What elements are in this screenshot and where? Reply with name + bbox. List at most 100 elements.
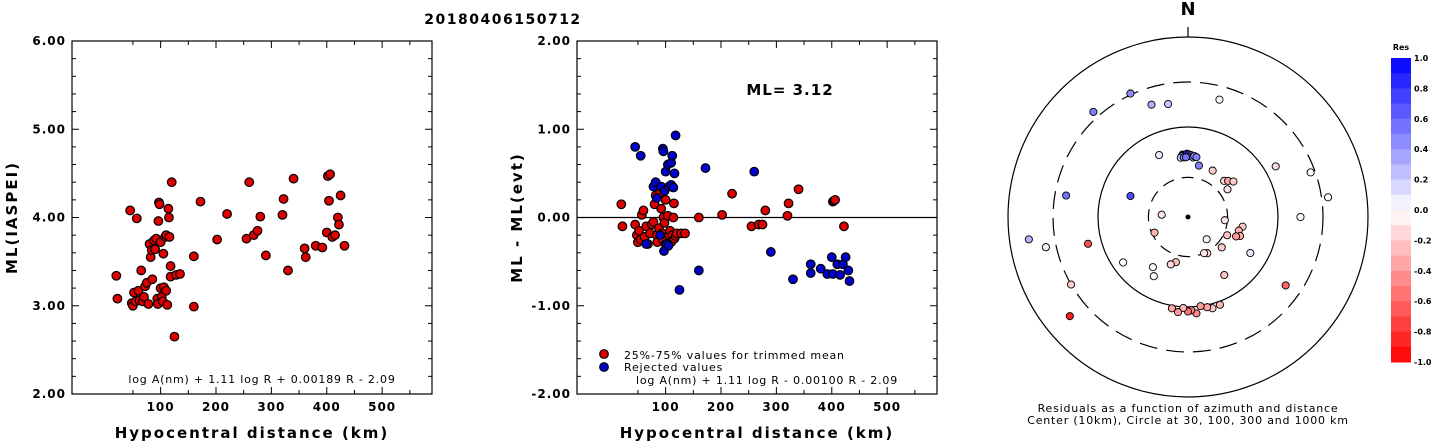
formula-text: log A(nm) + 1.11 log R + 0.00189 R - 2.0… — [128, 373, 395, 386]
colorbar-cell — [1391, 331, 1411, 348]
azimuth-residual-polar-plot: N Residuals as a function of azimuth and … — [1007, 0, 1432, 427]
x-tick-label: 400 — [313, 400, 341, 414]
x-tick-label: 200 — [202, 400, 230, 414]
residual-point — [1126, 192, 1135, 201]
data-point — [154, 199, 165, 210]
rejected-point — [635, 150, 646, 161]
colorbar-cell — [1391, 301, 1411, 317]
colorbar-cell — [1391, 240, 1411, 257]
magnitude-vs-distance-plot: 100 200 300 400 500 2.00 3.00 4.00 5.00 6.00 Hypoc… — [3, 34, 433, 441]
data-point — [278, 194, 289, 204]
rejected-point — [805, 268, 816, 278]
residual-point — [1194, 161, 1203, 170]
residual-point — [1324, 193, 1333, 202]
data-point — [244, 177, 255, 188]
data-point — [260, 250, 271, 261]
legend-label-trimmed: 25%-75% values for trimmed mean — [624, 349, 845, 362]
x-tick-label: 300 — [762, 400, 790, 414]
residual-point — [1062, 191, 1071, 200]
data-point — [324, 195, 334, 206]
data-point — [163, 203, 174, 214]
data-point — [325, 169, 335, 180]
data-point — [300, 252, 311, 263]
data-point — [147, 274, 158, 285]
colorbar-tick-label: 0.4 — [1414, 145, 1429, 154]
data-point — [143, 299, 154, 309]
residual-point — [1200, 249, 1209, 258]
residual-point — [1246, 248, 1255, 258]
data-point — [162, 299, 173, 310]
rejected-point — [844, 276, 855, 286]
rejected-point — [840, 252, 851, 263]
colorbar-tick-label: 0.2 — [1414, 176, 1428, 185]
trimmed-point — [830, 194, 840, 205]
colorbar-tick-label: 0.6 — [1414, 115, 1429, 124]
y-tick-label: 2.00 — [32, 387, 66, 401]
data-point — [255, 211, 266, 222]
colorbar-cell — [1391, 270, 1411, 287]
colorbar-cell — [1391, 134, 1411, 150]
colorbar-tick-label: 1.0 — [1414, 54, 1429, 63]
data-point — [164, 212, 174, 223]
rejected-point — [651, 193, 662, 203]
colorbar-cell — [1391, 225, 1411, 241]
legend-marker-trimmed — [599, 349, 609, 359]
data-point — [277, 209, 288, 220]
residual-point — [1148, 263, 1157, 272]
residual-point — [1232, 232, 1241, 241]
rejected-point — [693, 265, 704, 276]
residual-point — [1147, 100, 1156, 109]
residual-point — [1179, 303, 1188, 313]
data-point — [195, 196, 206, 207]
colorbar-cell — [1391, 58, 1411, 74]
residual-point — [1089, 107, 1098, 116]
data-point — [161, 285, 172, 296]
colorbar-cell — [1391, 73, 1411, 89]
trimmed-point — [717, 209, 728, 220]
rejected-point — [663, 240, 674, 251]
colorbar-tick-label: -0.8 — [1414, 328, 1432, 337]
rejected-point — [700, 163, 711, 173]
rejected-point — [815, 263, 826, 274]
data-point — [111, 270, 122, 281]
residual-vs-distance-plot: 100 200 300 400 500 -2.00 -1.00 0.00 1.00 2.00 Hyp… — [508, 34, 938, 441]
trimmed-point — [760, 205, 771, 216]
legend-marker-rejected — [599, 362, 609, 372]
data-point — [112, 293, 123, 304]
residual-point — [1271, 162, 1280, 171]
x-tick-label: 300 — [257, 400, 285, 414]
x-tick-label: 400 — [818, 400, 846, 414]
ring-300km — [1052, 81, 1324, 353]
data-point — [175, 269, 185, 279]
ring-30km — [1147, 176, 1229, 258]
residual-point — [1024, 235, 1033, 244]
data-point — [153, 216, 164, 226]
residual-point — [1164, 99, 1173, 109]
colorbar-cell — [1391, 118, 1411, 135]
rejected-point — [669, 168, 680, 179]
y-tick-label: 4.00 — [32, 211, 66, 225]
residual-point — [1083, 239, 1093, 248]
residual-point — [1157, 210, 1166, 219]
residual-point — [1173, 308, 1183, 317]
residual-point — [1223, 231, 1232, 240]
trimmed-point — [656, 203, 667, 214]
residual-point — [1202, 235, 1211, 244]
rejected-point — [788, 274, 798, 285]
data-point — [165, 261, 176, 271]
x-tick-label: 500 — [873, 400, 901, 414]
residual-point — [1150, 228, 1159, 237]
data-point — [188, 301, 199, 312]
data-point — [133, 285, 144, 296]
x-axis-label: Hypocentral distance (km) — [620, 424, 895, 441]
x-tick-label: 100 — [147, 400, 175, 414]
legend-label-rejected: Rejected values — [624, 361, 723, 374]
data-point — [288, 173, 299, 184]
data-point — [150, 244, 160, 255]
trimmed-point — [783, 198, 794, 209]
residual-point — [1166, 260, 1175, 269]
data-point — [131, 213, 142, 224]
caption-line-1: Residuals as a function of azimuth and d… — [1038, 402, 1339, 415]
trimmed-point — [793, 184, 804, 195]
trimmed-point — [680, 228, 690, 239]
